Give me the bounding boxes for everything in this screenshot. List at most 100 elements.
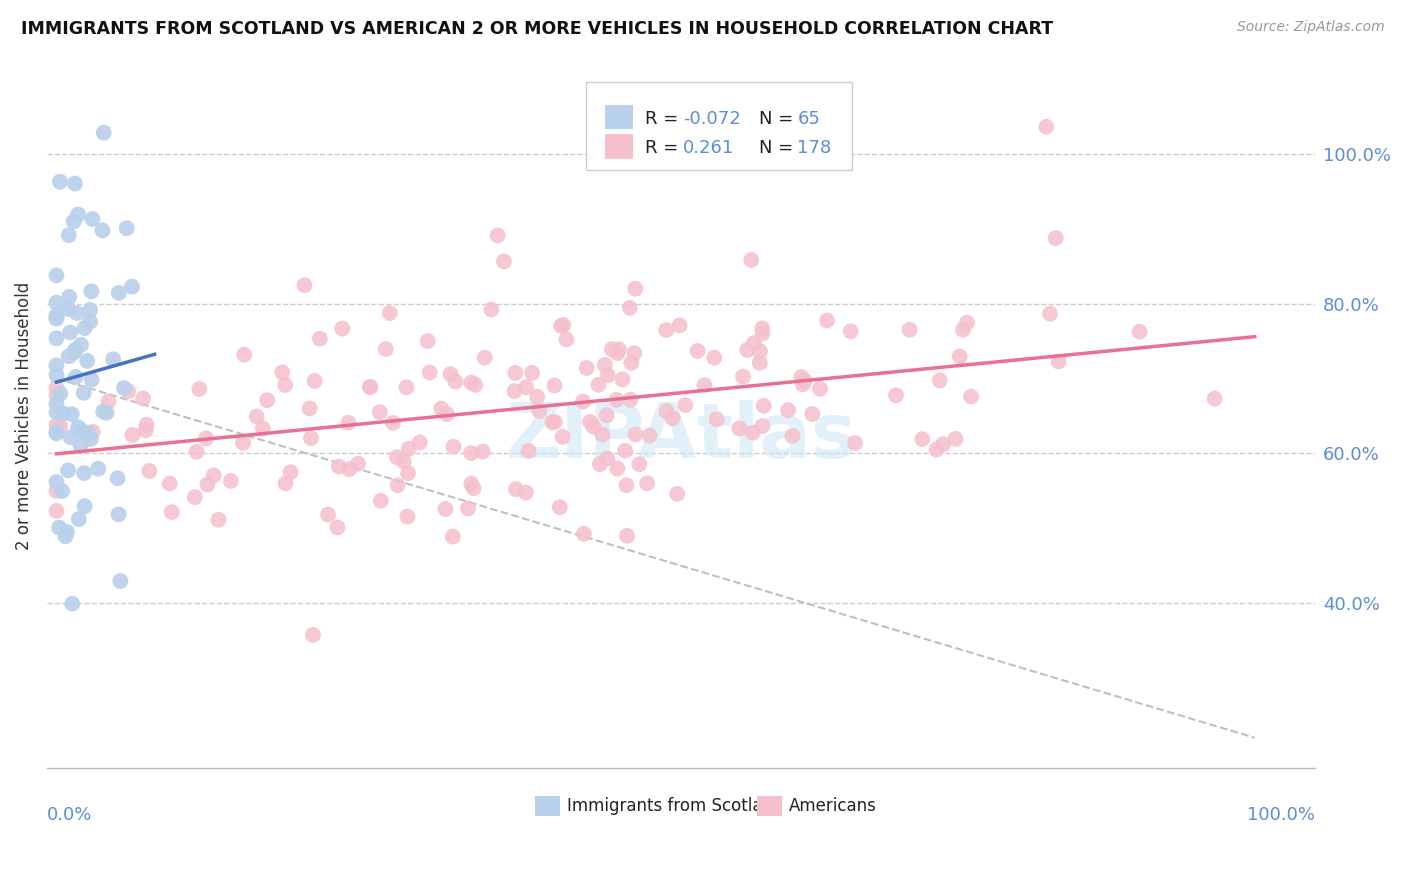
Point (132, 392, 155, 406)
Point (655, 323, 678, 337)
Point (593, 358, 616, 372)
Point (457, 501, 479, 516)
Point (207, 513, 229, 527)
Point (299, 431, 322, 445)
Point (673, 398, 696, 412)
Point (70, 424, 93, 438)
Point (378, 306, 401, 320)
Point (58, 302, 80, 317)
Text: 0.0%: 0.0% (46, 806, 93, 824)
Point (368, 405, 391, 419)
Point (928, 373, 950, 387)
Text: Immigrants from Scotland: Immigrants from Scotland (567, 797, 783, 814)
Point (66, 306, 89, 320)
FancyBboxPatch shape (605, 135, 633, 159)
Point (572, 526, 595, 541)
Point (73, 385, 96, 400)
Point (65, 370, 87, 384)
Point (619, 392, 641, 407)
Point (69, 439, 91, 453)
Point (620, 356, 643, 370)
Point (107, 285, 129, 300)
Point (517, 443, 540, 458)
Point (56, 524, 79, 539)
Point (749, 344, 772, 359)
Point (107, 471, 129, 485)
Point (374, 342, 396, 356)
Point (596, 368, 619, 383)
Point (614, 443, 637, 458)
Point (45, 418, 67, 433)
Point (233, 348, 256, 362)
Point (844, 436, 866, 450)
Point (396, 509, 419, 524)
Point (398, 442, 420, 456)
Point (51, 483, 73, 498)
Point (782, 429, 804, 443)
Point (45, 311, 67, 326)
Point (63, 177, 86, 191)
Point (1045, 231, 1067, 245)
Point (1047, 354, 1070, 368)
Point (101, 352, 124, 367)
Point (956, 316, 979, 330)
Point (326, 520, 349, 534)
Point (1128, 325, 1150, 339)
Point (793, 374, 815, 388)
Point (186, 444, 208, 458)
Point (96, 406, 118, 420)
Point (416, 334, 439, 348)
Point (97, 394, 120, 409)
Point (661, 411, 683, 425)
Point (45, 295, 67, 310)
Point (463, 481, 485, 495)
Point (551, 430, 574, 444)
Point (79, 315, 101, 329)
Point (73, 466, 96, 480)
FancyBboxPatch shape (586, 82, 852, 169)
Point (628, 457, 651, 471)
Point (731, 369, 754, 384)
Text: N =: N = (759, 139, 800, 158)
Text: Americans: Americans (789, 797, 876, 814)
Point (138, 464, 160, 478)
Point (48, 520, 70, 534)
Point (280, 465, 302, 479)
Point (79, 303, 101, 318)
Point (67, 512, 90, 526)
Point (45, 405, 67, 419)
Point (45, 368, 67, 383)
Point (579, 415, 602, 429)
Point (45, 504, 67, 518)
Point (370, 493, 392, 508)
Point (748, 356, 770, 370)
Point (638, 428, 661, 442)
Point (256, 393, 278, 408)
Point (503, 366, 526, 380)
Point (655, 404, 678, 418)
Point (751, 419, 773, 434)
Point (294, 278, 316, 293)
Point (460, 376, 482, 390)
Point (246, 409, 269, 424)
Point (219, 474, 242, 488)
Point (898, 323, 921, 337)
Point (45, 268, 67, 283)
Point (419, 366, 441, 380)
Point (121, 279, 143, 293)
Point (45, 359, 67, 373)
Point (1035, 120, 1057, 134)
Point (80, 373, 103, 387)
Point (45, 426, 67, 441)
Point (479, 302, 502, 317)
Point (471, 444, 494, 458)
Point (316, 508, 339, 522)
Point (932, 437, 955, 451)
Point (197, 477, 219, 491)
Point (58, 349, 80, 363)
Point (520, 366, 543, 380)
Point (337, 462, 360, 476)
Point (503, 384, 526, 398)
Point (600, 343, 623, 357)
Point (592, 427, 614, 442)
